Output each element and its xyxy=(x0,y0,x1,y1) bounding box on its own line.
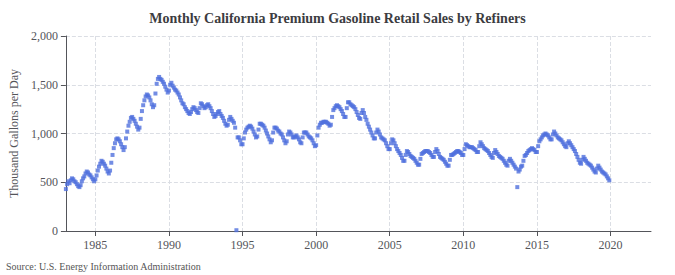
svg-text:2005: 2005 xyxy=(378,238,402,252)
svg-text:1,000: 1,000 xyxy=(31,127,58,141)
svg-text:Source: U.S. Energy Informatio: Source: U.S. Energy Information Administ… xyxy=(6,261,201,272)
svg-text:500: 500 xyxy=(40,175,58,189)
svg-text:1985: 1985 xyxy=(83,238,107,252)
svg-text:2010: 2010 xyxy=(451,238,475,252)
svg-text:2020: 2020 xyxy=(599,238,623,252)
svg-text:2,000: 2,000 xyxy=(31,29,58,43)
svg-text:1990: 1990 xyxy=(157,238,181,252)
svg-text:1,500: 1,500 xyxy=(31,78,58,92)
svg-text:2015: 2015 xyxy=(525,238,549,252)
svg-text:Monthly California Premium Gas: Monthly California Premium Gasoline Reta… xyxy=(149,11,526,26)
svg-text:Thousand Gallons per Day: Thousand Gallons per Day xyxy=(7,69,21,198)
svg-text:2000: 2000 xyxy=(304,238,328,252)
svg-text:0: 0 xyxy=(52,224,58,238)
svg-text:1995: 1995 xyxy=(231,238,255,252)
